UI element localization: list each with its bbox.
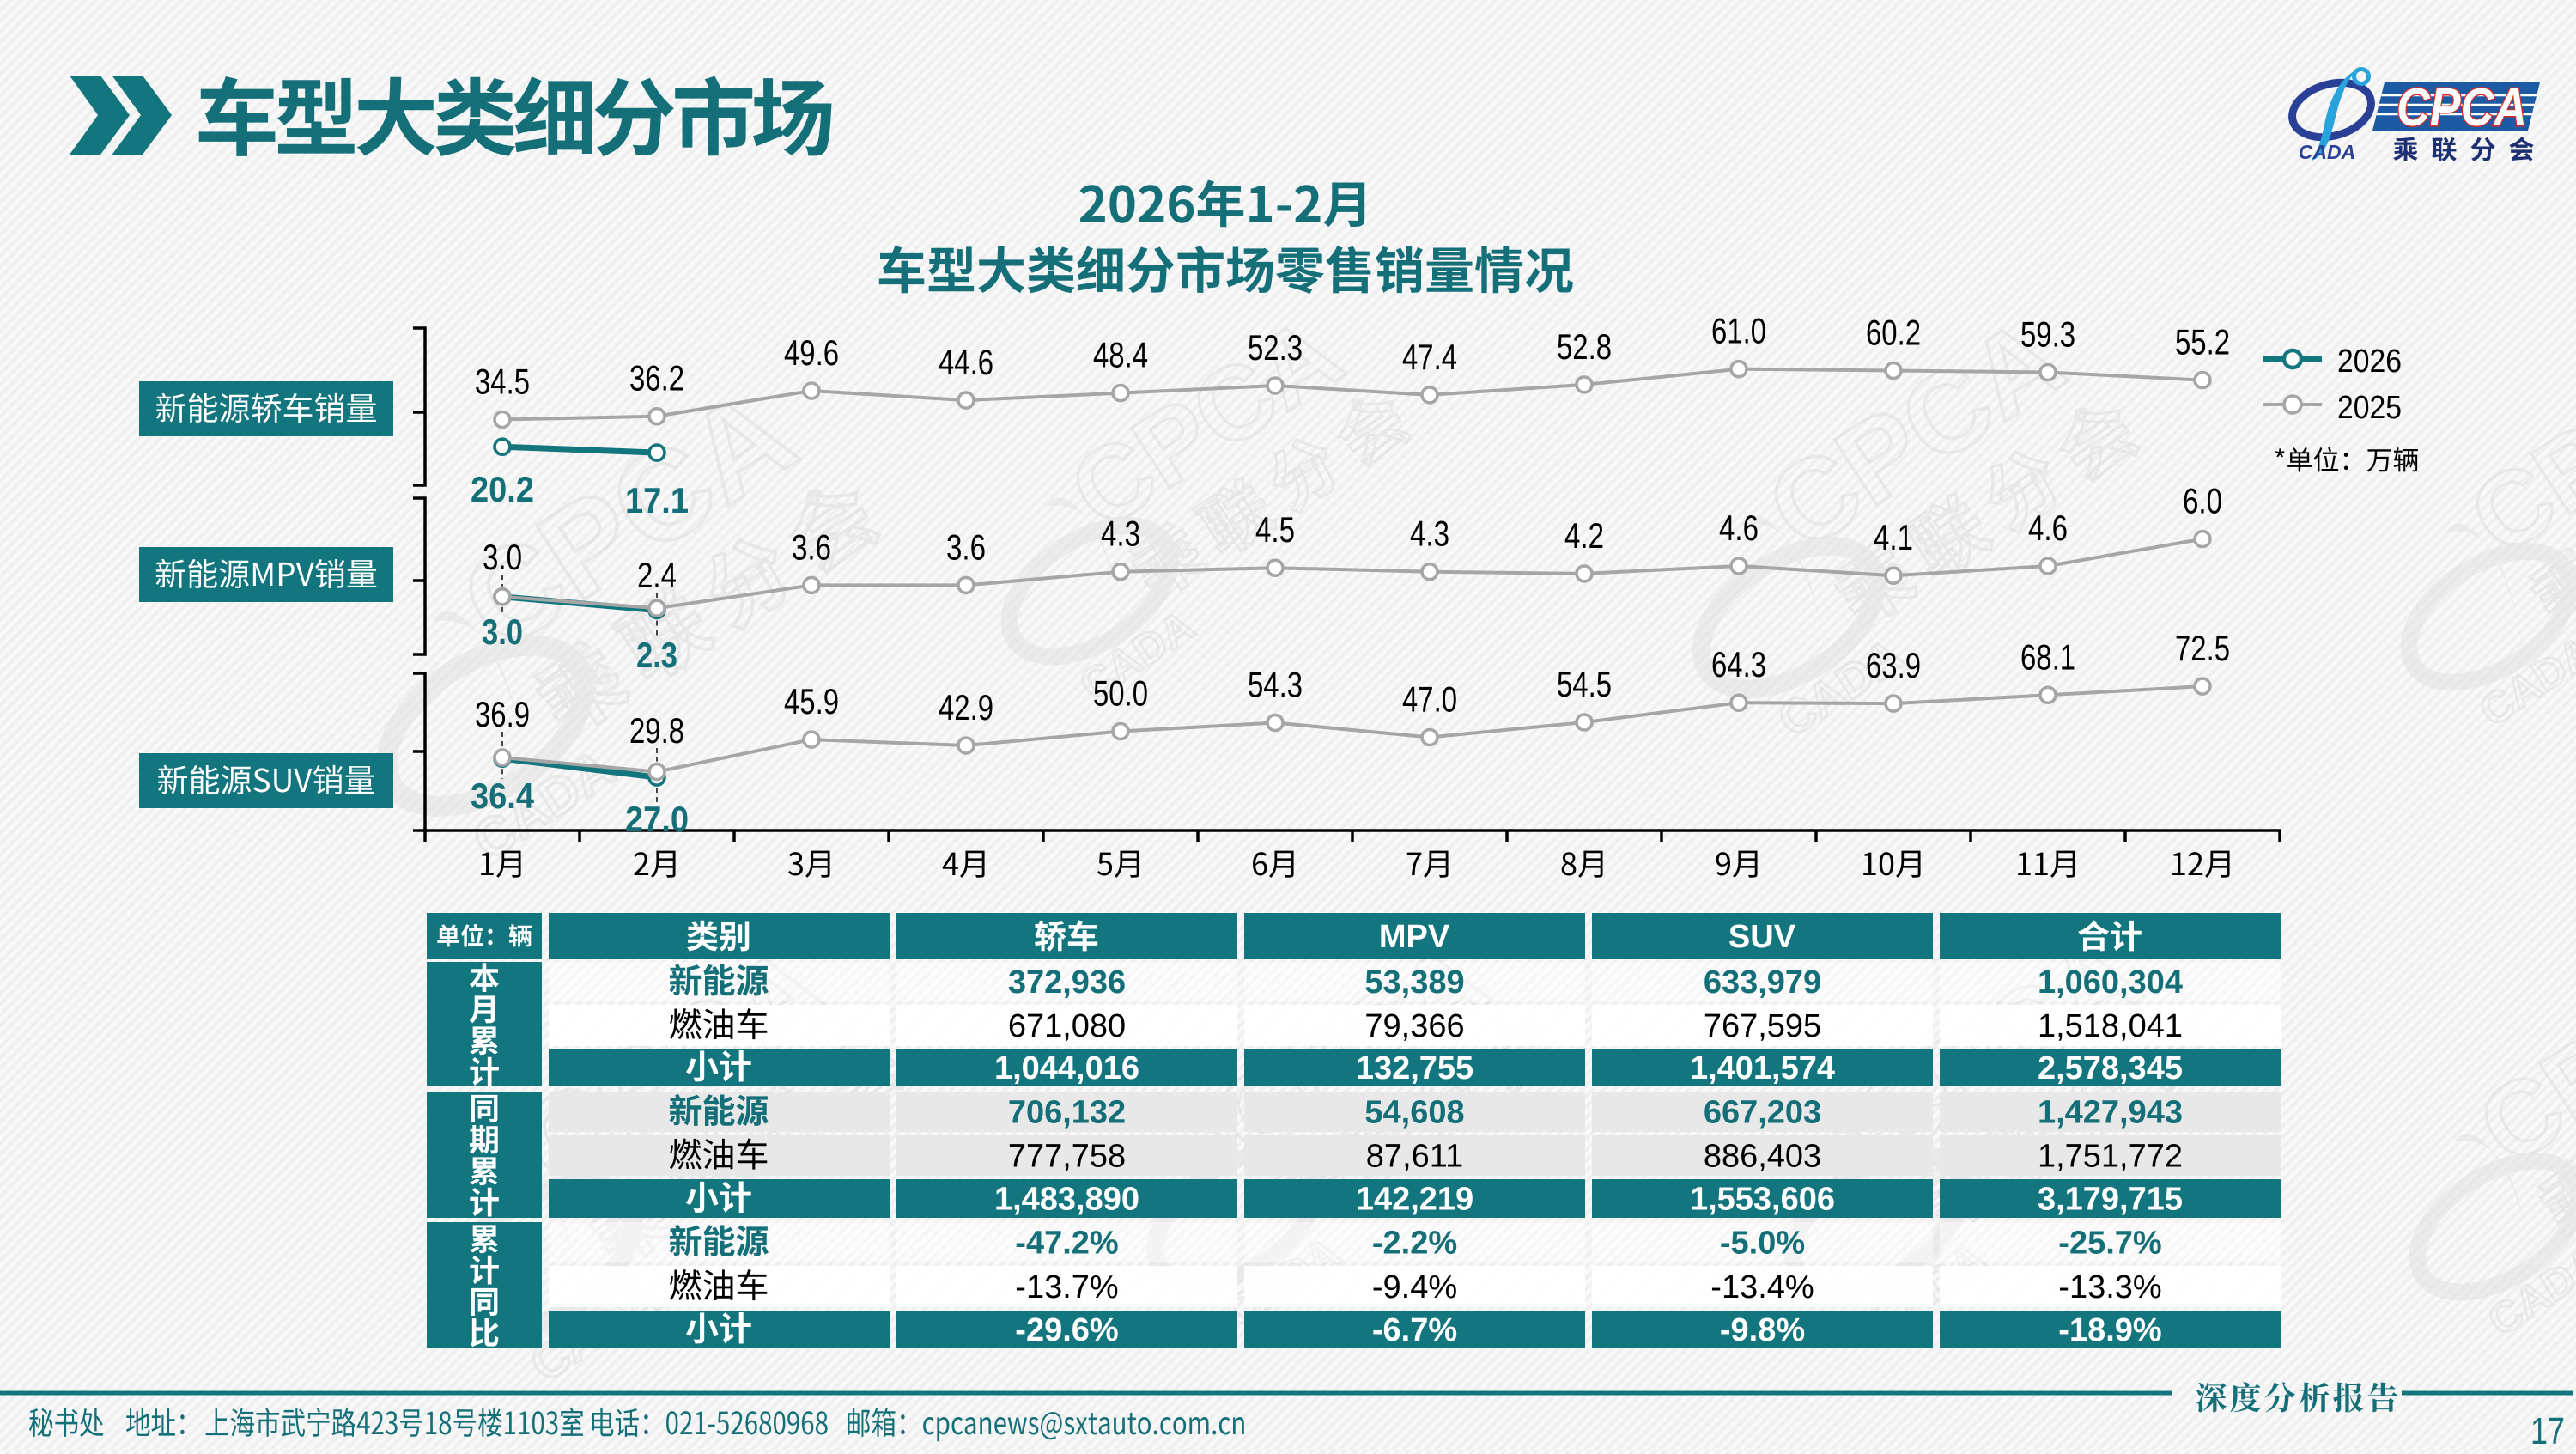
svg-text:4.6: 4.6 [2028,508,2068,548]
svg-text:667,203: 667,203 [1704,1095,1821,1131]
svg-text:44.6: 44.6 [939,342,993,382]
svg-text:2.3: 2.3 [636,635,677,675]
svg-text:42.9: 42.9 [939,687,993,727]
svg-text:47.0: 47.0 [1402,679,1457,720]
svg-text:4.1: 4.1 [1874,517,1913,557]
svg-text:4.3: 4.3 [1410,514,1449,554]
svg-text:-13.3%: -13.3% [2058,1269,2161,1305]
svg-text:SUV: SUV [1728,919,1796,955]
svg-text:52.3: 52.3 [1248,327,1303,368]
svg-text:CPCA: CPCA [2397,78,2527,137]
svg-text:17: 17 [2530,1410,2565,1450]
svg-text:64.3: 64.3 [1711,644,1766,684]
svg-text:1,483,890: 1,483,890 [994,1182,1139,1218]
svg-text:-18.9%: -18.9% [2058,1312,2161,1348]
svg-text:-5.0%: -5.0% [1720,1226,1805,1262]
svg-text:6.0: 6.0 [2183,481,2222,521]
svg-text:767,595: 767,595 [1704,1008,1821,1044]
svg-text:63.9: 63.9 [1866,645,1921,685]
svg-text:MPV: MPV [1379,919,1450,955]
svg-text:4.6: 4.6 [1719,508,1759,548]
svg-text:1,518,041: 1,518,041 [2038,1008,2183,1044]
svg-text:4.2: 4.2 [1564,515,1604,556]
svg-text:36.9: 36.9 [475,694,530,734]
svg-text:17.1: 17.1 [625,480,689,520]
svg-text:36.2: 36.2 [629,358,684,398]
svg-text:142,219: 142,219 [1356,1182,1473,1218]
svg-text:29.8: 29.8 [629,710,684,751]
svg-text:671,080: 671,080 [1008,1008,1126,1044]
svg-text:54.3: 54.3 [1248,665,1303,705]
svg-text:706,132: 706,132 [1008,1095,1126,1131]
svg-text:54,608: 54,608 [1364,1095,1464,1131]
svg-text:50.0: 50.0 [1093,673,1148,714]
svg-text:3.0: 3.0 [483,537,522,577]
svg-text:372,936: 372,936 [1008,964,1126,1001]
svg-text:-2.2%: -2.2% [1372,1226,1457,1262]
svg-text:-47.2%: -47.2% [1015,1226,1118,1262]
svg-text:CPCA: CPCA [1050,293,1361,551]
svg-text:4.5: 4.5 [1255,509,1295,550]
svg-text:68.1: 68.1 [2020,636,2075,677]
svg-text:-9.4%: -9.4% [1372,1269,1457,1305]
svg-text:2026: 2026 [2337,344,2402,380]
svg-text:1,427,943: 1,427,943 [2038,1095,2183,1131]
svg-text:-13.7%: -13.7% [1015,1269,1118,1305]
svg-text:87,611: 87,611 [1366,1139,1463,1175]
svg-text:2025: 2025 [2337,390,2402,426]
svg-text:54.5: 54.5 [1557,664,1612,704]
svg-text:3,179,715: 3,179,715 [2038,1182,2183,1218]
svg-text:132,755: 132,755 [1356,1050,1473,1086]
svg-text:36.4: 36.4 [471,776,535,816]
svg-text:1,553,606: 1,553,606 [1690,1182,1835,1218]
svg-text:47.4: 47.4 [1402,337,1457,377]
svg-text:20.2: 20.2 [471,469,534,509]
svg-text:27.0: 27.0 [625,799,689,839]
svg-text:52.8: 52.8 [1557,326,1612,367]
svg-text:34.5: 34.5 [475,362,530,402]
svg-text:CADA: CADA [2299,141,2355,163]
svg-text:79,366: 79,366 [1364,1008,1464,1044]
svg-text:CPCA: CPCA [2458,928,2576,1187]
svg-text:60.2: 60.2 [1866,313,1921,353]
svg-text:633,979: 633,979 [1704,964,1821,1001]
svg-text:4.3: 4.3 [1101,514,1140,554]
svg-text:2.4: 2.4 [637,555,677,595]
svg-text:55.2: 55.2 [2175,322,2230,362]
svg-text:48.4: 48.4 [1093,335,1148,375]
svg-text:-29.6%: -29.6% [1015,1312,1118,1348]
svg-text:3.6: 3.6 [946,526,986,567]
svg-text:-9.8%: -9.8% [1720,1312,1805,1348]
svg-text:-6.7%: -6.7% [1372,1312,1457,1348]
svg-text:-13.4%: -13.4% [1710,1269,1814,1305]
svg-text:72.5: 72.5 [2175,628,2230,668]
svg-text:2,578,345: 2,578,345 [2038,1050,2183,1086]
svg-text:49.6: 49.6 [784,332,839,373]
svg-text:1,044,016: 1,044,016 [994,1050,1139,1086]
svg-text:CPCA: CPCA [2450,319,2576,577]
svg-text:3.0: 3.0 [482,611,523,652]
svg-text:777,758: 777,758 [1008,1139,1126,1175]
svg-text:53,389: 53,389 [1364,964,1464,1001]
svg-text:886,403: 886,403 [1704,1139,1821,1175]
svg-text:1,401,574: 1,401,574 [1690,1050,1835,1086]
svg-text:59.3: 59.3 [2020,314,2075,355]
svg-text:3.6: 3.6 [792,526,831,567]
svg-text:1,751,772: 1,751,772 [2038,1139,2183,1175]
svg-text:61.0: 61.0 [1711,311,1766,351]
svg-text:-25.7%: -25.7% [2058,1226,2161,1262]
svg-text:45.9: 45.9 [784,681,839,721]
svg-text:1,060,304: 1,060,304 [2038,964,2183,1001]
